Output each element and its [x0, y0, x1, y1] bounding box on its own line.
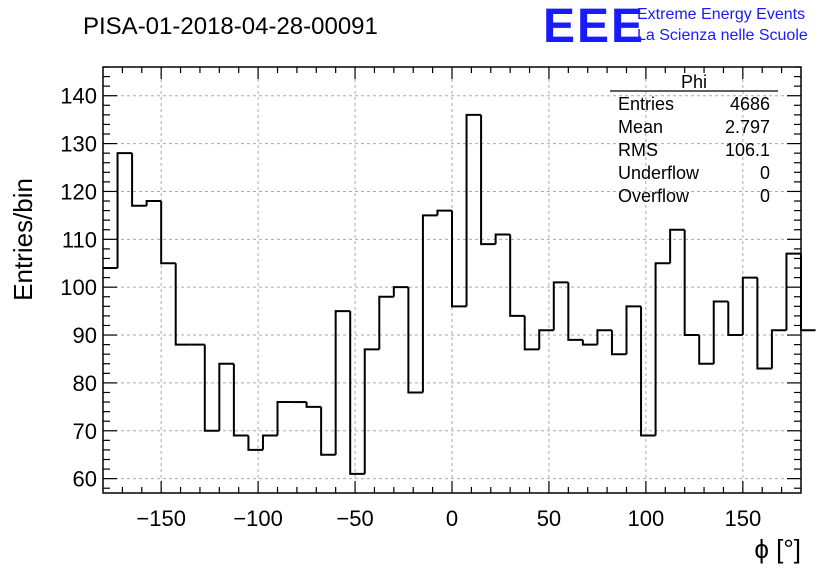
histogram-bin	[363, 348, 380, 474]
histogram-bin	[334, 310, 351, 455]
x-tick-label: 100	[628, 506, 665, 531]
x-tick-label: −150	[136, 506, 186, 531]
histogram-bin	[727, 301, 743, 337]
y-tick-label: 70	[73, 419, 97, 444]
stats-label: Overflow	[618, 186, 690, 206]
histogram-bin	[625, 305, 642, 355]
x-tick-labels: −150 −100 −50 0 50 100 150	[136, 506, 761, 531]
stats-value: 106.1	[725, 140, 770, 160]
y-tick-label: 140	[60, 84, 97, 109]
stats-label: Mean	[618, 117, 663, 137]
histogram-bin	[770, 329, 787, 369]
histogram-bin	[145, 200, 162, 206]
histogram-bin	[640, 306, 656, 437]
stats-label: RMS	[618, 140, 658, 160]
stats-label: Underflow	[618, 163, 700, 183]
histogram-bin	[407, 287, 423, 394]
histogram-bin	[480, 114, 496, 246]
histogram-bin	[174, 263, 191, 346]
histogram-bin	[421, 214, 438, 393]
histogram-bin	[116, 152, 133, 269]
eee-logo-line1: Extreme Energy Events	[637, 6, 805, 23]
histogram-bin	[349, 311, 365, 475]
y-axis-label: Entries/bin	[8, 178, 38, 301]
eee-logo-mark: EEE	[543, 0, 645, 53]
y-tick-label: 110	[62, 227, 97, 252]
y-tick-label: 90	[73, 323, 97, 348]
histogram-bin	[523, 315, 540, 351]
stats-value: 0	[760, 186, 770, 206]
stats-value: 0	[760, 163, 770, 183]
histogram-bin	[800, 253, 816, 332]
x-tick-label: −100	[233, 506, 283, 531]
stats-value: 4686	[730, 94, 770, 114]
histogram-bin	[218, 362, 234, 431]
histogram-bin	[654, 262, 671, 436]
x-axis-label: ϕ [°]	[754, 534, 801, 564]
histogram-bin	[160, 201, 176, 265]
y-tick-label: 130	[60, 132, 97, 157]
histogram-bin	[683, 229, 700, 337]
histogram-bin	[785, 252, 801, 331]
histogram-bin	[596, 329, 612, 345]
histogram-bin	[320, 406, 336, 456]
histogram-bin	[741, 276, 758, 336]
histogram-bin	[276, 401, 293, 436]
histogram-bin	[232, 363, 249, 437]
histogram-bin	[712, 300, 729, 364]
histogram-bin	[552, 281, 569, 331]
histogram-bin	[756, 277, 772, 370]
histogram-bin	[436, 209, 452, 216]
histogram-bin	[509, 234, 525, 317]
histogram-bin	[305, 402, 322, 408]
y-tick-label: 100	[60, 275, 97, 300]
stats-value: 2.797	[725, 117, 770, 137]
histogram-bin	[567, 282, 583, 341]
axis-ticks	[103, 66, 801, 493]
x-tick-label: 50	[537, 506, 561, 531]
histogram-bin	[465, 113, 482, 307]
chart-title: PISA-01-2018-04-28-00091	[83, 13, 378, 40]
x-tick-label: 0	[446, 506, 458, 531]
histogram-bars	[103, 113, 816, 475]
histogram-bin	[581, 339, 598, 346]
histogram-bin	[538, 329, 554, 350]
histogram-bin	[378, 295, 394, 350]
y-tick-labels: 60 70 80 90 100 110 120 130 140	[60, 84, 97, 492]
y-tick-label: 60	[73, 467, 97, 492]
y-tick-label: 80	[73, 371, 97, 396]
histogram-bin	[451, 210, 467, 308]
histogram-bin	[392, 286, 409, 297]
histogram-bin	[669, 228, 685, 264]
histogram-bin	[131, 153, 147, 207]
histogram-bin	[247, 435, 263, 451]
histogram-bin	[261, 434, 278, 450]
histogram-bin	[494, 233, 511, 245]
x-tick-label: −50	[336, 506, 373, 531]
stats-label: Entries	[618, 94, 674, 114]
eee-logo-line2: La Scienza nelle Scuole	[637, 27, 808, 44]
histogram-bin	[698, 335, 714, 365]
histogram-bin	[203, 344, 220, 432]
stats-box: Phi Entries 4686 Mean 2.797 RMS 106.1 Underflo…	[610, 72, 778, 206]
y-tick-label: 120	[60, 179, 97, 204]
x-tick-label: 150	[724, 506, 761, 531]
stats-title: Phi	[681, 72, 707, 92]
stats-rows: Entries 4686 Mean 2.797 RMS 106.1 Underflow 0 Ov…	[618, 94, 770, 206]
histogram-bin	[610, 330, 627, 356]
